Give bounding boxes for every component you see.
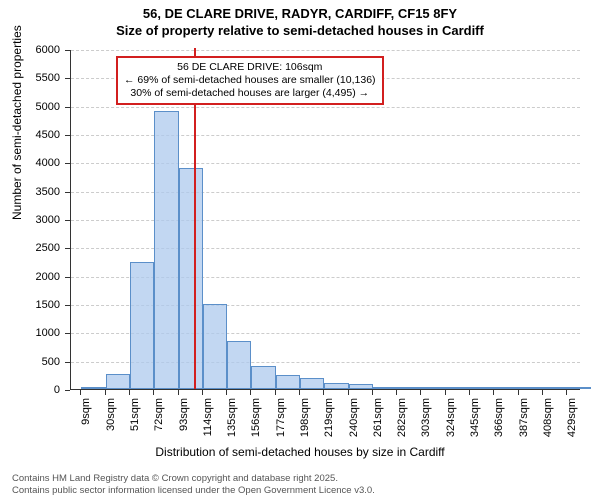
grid-line bbox=[71, 107, 580, 108]
x-tick-mark bbox=[420, 390, 421, 395]
callout-text-line-1: 56 DE CLARE DRIVE: 106sqm bbox=[124, 61, 376, 74]
y-tick-label: 4500 bbox=[5, 129, 60, 141]
x-tick-mark bbox=[226, 390, 227, 395]
histogram-bar bbox=[397, 387, 421, 389]
x-tick-label: 303sqm bbox=[420, 398, 432, 448]
y-tick-label: 1000 bbox=[5, 327, 60, 339]
x-tick-mark bbox=[566, 390, 567, 395]
grid-line bbox=[71, 163, 580, 164]
x-tick-label: 93sqm bbox=[178, 398, 190, 448]
x-tick-mark bbox=[469, 390, 470, 395]
histogram-bar bbox=[227, 341, 251, 389]
histogram-bar bbox=[421, 387, 445, 389]
footer-attribution: Contains HM Land Registry data © Crown c… bbox=[12, 473, 375, 496]
x-tick-label: 240sqm bbox=[348, 398, 360, 448]
grid-line bbox=[71, 248, 580, 249]
x-tick-mark bbox=[275, 390, 276, 395]
x-tick-mark bbox=[105, 390, 106, 395]
x-tick-label: 9sqm bbox=[80, 398, 92, 448]
x-tick-label: 366sqm bbox=[493, 398, 505, 448]
y-tick-label: 3000 bbox=[5, 214, 60, 226]
grid-line bbox=[71, 192, 580, 193]
callout-text-line-3: 30% of semi-detached houses are larger (… bbox=[124, 87, 376, 100]
x-tick-mark bbox=[299, 390, 300, 395]
histogram-bar bbox=[81, 387, 105, 389]
x-tick-mark bbox=[445, 390, 446, 395]
plot-area: 56 DE CLARE DRIVE: 106sqm ← 69% of semi-… bbox=[70, 50, 580, 390]
x-tick-mark bbox=[178, 390, 179, 395]
title-line-2: Size of property relative to semi-detach… bbox=[0, 23, 600, 38]
histogram-bar bbox=[349, 384, 373, 389]
x-tick-label: 30sqm bbox=[105, 398, 117, 448]
histogram-bar bbox=[179, 168, 203, 389]
footer-line-1: Contains HM Land Registry data © Crown c… bbox=[12, 473, 375, 484]
x-tick-label: 177sqm bbox=[275, 398, 287, 448]
x-tick-label: 114sqm bbox=[202, 398, 214, 448]
y-tick-label: 5500 bbox=[5, 72, 60, 84]
grid-line bbox=[71, 220, 580, 221]
histogram-bar bbox=[276, 375, 300, 389]
x-tick-label: 324sqm bbox=[445, 398, 457, 448]
x-tick-label: 282sqm bbox=[396, 398, 408, 448]
histogram-bar bbox=[251, 366, 275, 389]
x-tick-mark bbox=[493, 390, 494, 395]
y-tick-label: 0 bbox=[5, 384, 60, 396]
histogram-bar bbox=[300, 378, 324, 389]
x-tick-mark bbox=[153, 390, 154, 395]
x-tick-mark bbox=[348, 390, 349, 395]
x-tick-label: 387sqm bbox=[518, 398, 530, 448]
histogram-bar bbox=[106, 374, 130, 389]
x-tick-label: 135sqm bbox=[226, 398, 238, 448]
histogram-bar bbox=[154, 111, 178, 389]
histogram-bar bbox=[324, 383, 348, 389]
y-tick-label: 6000 bbox=[5, 44, 60, 56]
x-tick-mark bbox=[202, 390, 203, 395]
x-tick-mark bbox=[129, 390, 130, 395]
chart-title-block: 56, DE CLARE DRIVE, RADYR, CARDIFF, CF15… bbox=[0, 6, 600, 38]
x-tick-mark bbox=[518, 390, 519, 395]
y-tick-label: 1500 bbox=[5, 299, 60, 311]
x-tick-mark bbox=[372, 390, 373, 395]
grid-line bbox=[71, 50, 580, 51]
x-tick-label: 219sqm bbox=[323, 398, 335, 448]
histogram-bar bbox=[543, 387, 567, 389]
histogram-bar bbox=[519, 387, 543, 389]
y-tick-label: 3500 bbox=[5, 186, 60, 198]
callout-box: 56 DE CLARE DRIVE: 106sqm ← 69% of semi-… bbox=[116, 56, 384, 105]
y-tick-label: 2000 bbox=[5, 271, 60, 283]
x-tick-label: 429sqm bbox=[566, 398, 578, 448]
histogram-bar bbox=[203, 304, 227, 389]
x-tick-mark bbox=[542, 390, 543, 395]
histogram-bar bbox=[470, 387, 494, 389]
x-axis-title: Distribution of semi-detached houses by … bbox=[0, 445, 600, 459]
x-tick-mark bbox=[396, 390, 397, 395]
y-tick-label: 4000 bbox=[5, 157, 60, 169]
x-tick-label: 51sqm bbox=[129, 398, 141, 448]
y-tick-mark bbox=[65, 390, 70, 391]
x-tick-label: 72sqm bbox=[153, 398, 165, 448]
x-tick-label: 261sqm bbox=[372, 398, 384, 448]
histogram-bar bbox=[373, 387, 397, 389]
x-tick-label: 198sqm bbox=[299, 398, 311, 448]
grid-line bbox=[71, 135, 580, 136]
callout-text-line-2: ← 69% of semi-detached houses are smalle… bbox=[124, 74, 376, 87]
title-line-1: 56, DE CLARE DRIVE, RADYR, CARDIFF, CF15… bbox=[0, 6, 600, 21]
x-tick-label: 408sqm bbox=[542, 398, 554, 448]
histogram-bar bbox=[130, 262, 154, 390]
y-tick-label: 2500 bbox=[5, 242, 60, 254]
x-tick-mark bbox=[80, 390, 81, 395]
x-tick-mark bbox=[323, 390, 324, 395]
chart-container: 56, DE CLARE DRIVE, RADYR, CARDIFF, CF15… bbox=[0, 0, 600, 500]
y-tick-label: 500 bbox=[5, 356, 60, 368]
histogram-bar bbox=[567, 387, 591, 389]
histogram-bar bbox=[446, 387, 470, 389]
x-tick-mark bbox=[250, 390, 251, 395]
y-tick-label: 5000 bbox=[5, 101, 60, 113]
x-tick-label: 345sqm bbox=[469, 398, 481, 448]
x-tick-label: 156sqm bbox=[250, 398, 262, 448]
histogram-bar bbox=[494, 387, 518, 389]
footer-line-2: Contains public sector information licen… bbox=[12, 485, 375, 496]
